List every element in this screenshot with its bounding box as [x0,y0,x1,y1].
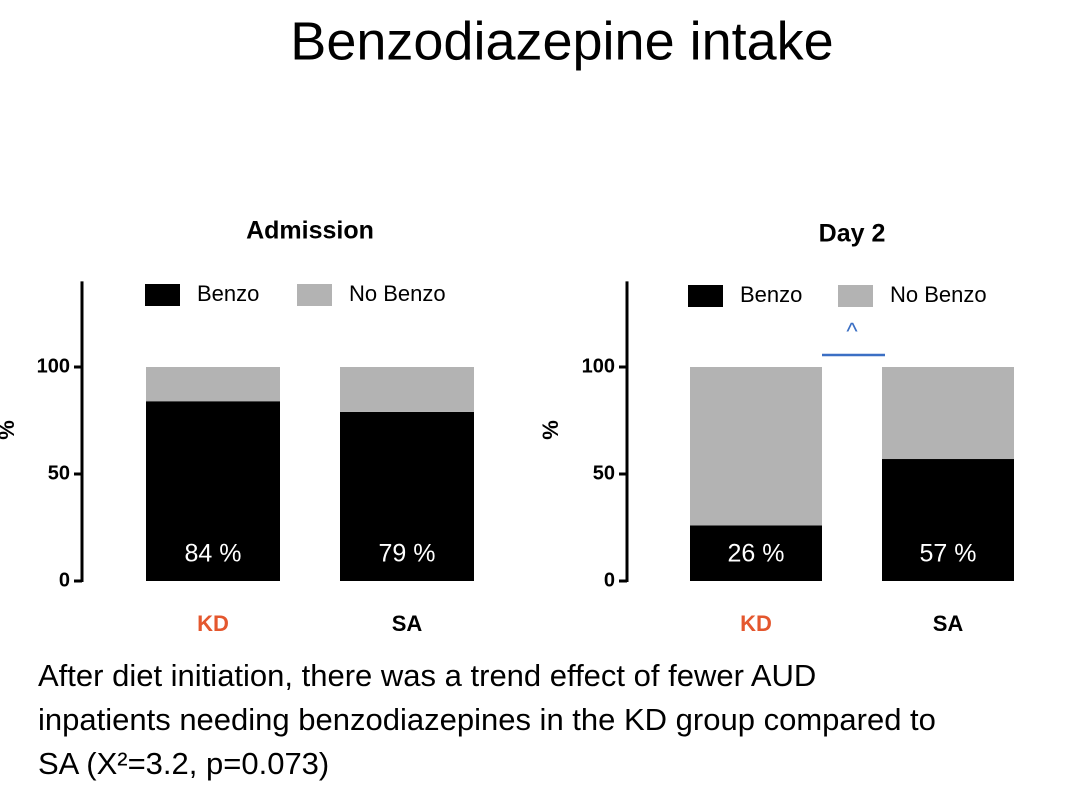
bar-segment [146,401,280,581]
legend-label: Benzo [740,282,802,307]
bar-segment [690,367,822,526]
caption-line: After diet initiation, there was a trend… [38,658,816,693]
legend-swatch [145,284,180,306]
caption-line: inpatients needing benzodiazepines in th… [38,702,936,737]
y-tick-label: 0 [604,569,615,591]
bar-segment [882,459,1014,581]
y-tick-label: 100 [582,355,615,377]
legend-swatch [297,284,332,306]
value-label: 26 % [728,540,785,568]
bar-segment [146,367,280,402]
y-tick-label: 100 [37,355,70,377]
legend-label: No Benzo [890,282,987,307]
annotation: ^ [846,318,858,345]
x-tick-label: KD [197,611,229,636]
bar-segment [340,411,474,581]
y-axis-label: % [538,420,563,440]
chart-title: Day 2 [819,220,886,248]
x-tick-label: SA [392,611,423,636]
bar-segment [690,525,822,581]
y-tick-label: 50 [48,462,70,484]
value-label: 79 % [379,540,436,568]
slide-title: Benzodiazepine intake [290,11,833,71]
chart-title: Admission [246,217,374,245]
legend-swatch [838,285,873,307]
x-tick-label: KD [740,611,772,636]
bar-segment [882,367,1014,460]
value-label: 84 % [185,540,242,568]
bar-segment [340,367,474,412]
y-axis-label: % [0,420,19,440]
y-tick-label: 50 [593,462,615,484]
legend-label: No Benzo [349,281,446,306]
y-tick-label: 0 [59,569,70,591]
legend-swatch [688,285,723,307]
value-label: 57 % [920,540,977,568]
x-tick-label: SA [933,611,964,636]
caption-line: SA (X²=3.2, p=0.073) [38,746,329,781]
legend-label: Benzo [197,281,259,306]
